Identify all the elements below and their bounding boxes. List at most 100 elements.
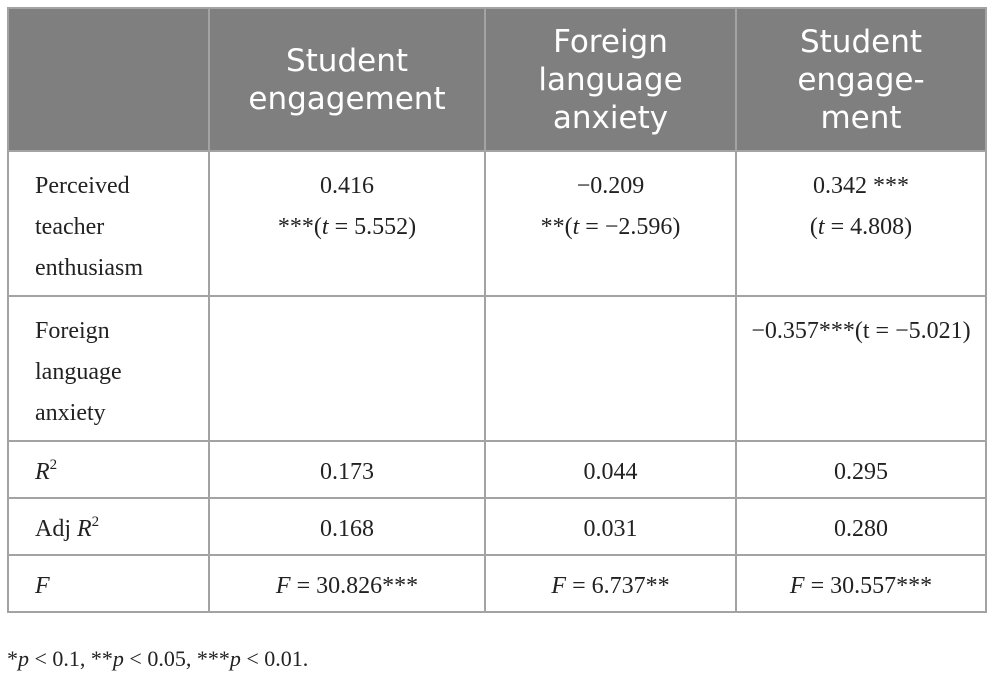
text-segment: 0.044 [583, 459, 638, 485]
text-segment: anxiety [35, 400, 106, 426]
text-segment: 0.280 [834, 516, 888, 542]
cell: 0.173 [208, 440, 486, 499]
text-line: language [486, 61, 735, 99]
row-label: Foreign language anxiety [7, 295, 210, 442]
text-segment: **( [540, 214, 573, 240]
text-segment: F [789, 573, 805, 599]
text-segment: 0.416 [320, 173, 374, 199]
cell: F = 30.557*** [735, 554, 987, 613]
text-line: 0.044 [486, 452, 735, 493]
text-segment: * [7, 646, 18, 671]
text-segment: 0.173 [320, 459, 374, 485]
text-line: anxiety [35, 393, 208, 434]
cell: −0.357***(t = −5.021) [735, 295, 987, 442]
text-segment: < 0.1, ** [29, 646, 113, 671]
row-label: F [7, 554, 210, 613]
cell: 0.031 [484, 497, 737, 556]
text-line: R2 [35, 452, 208, 493]
text-segment: teacher [35, 214, 105, 240]
text-segment: < 0.05, *** [123, 646, 230, 671]
results-table: Student engagement Foreign language anxiety… [7, 7, 987, 613]
text-segment: 0.342 *** [813, 173, 909, 199]
text-line: engage- [737, 61, 985, 99]
text-segment: < 0.01. [240, 646, 309, 671]
text-line: F [35, 566, 208, 607]
header-cell: Student engagement [208, 7, 486, 152]
row-label: Adj R2 [7, 497, 210, 556]
text-line: −0.209 [486, 166, 735, 207]
text-segment: ***( [277, 214, 322, 240]
text-segment: = 5.552) [328, 214, 417, 240]
text-segment: engage- [797, 61, 925, 98]
cell: 0.168 [208, 497, 486, 556]
cell: 0.342 *** (t = 4.808) [735, 150, 987, 297]
text-segment: engagement [248, 80, 446, 117]
text-segment: language [35, 359, 122, 385]
text-segment: 0.295 [834, 459, 888, 485]
text-segment: Foreign [35, 318, 110, 344]
cell: F = 6.737** [484, 554, 737, 613]
text-line: ment [737, 99, 985, 137]
text-segment: F [35, 573, 50, 599]
text-segment: Adj [35, 516, 77, 542]
text-segment: −0.209 [576, 173, 645, 199]
text-line: F = 30.826*** [210, 566, 484, 607]
text-segment: 2 [49, 457, 58, 473]
cell: F = 30.826*** [208, 554, 486, 613]
footnote: *p < 0.1, **p < 0.05, ***p < 0.01. [7, 646, 308, 672]
text-segment: −0.357***(t = −5.021) [751, 318, 971, 344]
text-line: −0.357***(t = −5.021) [737, 311, 985, 352]
text-line: teacher [35, 207, 208, 248]
text-line: (t = 4.808) [737, 207, 985, 248]
text-line: Foreign [486, 23, 735, 61]
text-line: *p < 0.1, **p < 0.05, ***p < 0.01. [7, 646, 308, 672]
text-segment: ( [809, 214, 818, 240]
cell: 0.044 [484, 440, 737, 499]
text-line: enthusiasm [35, 248, 208, 289]
row-label: R2 [7, 440, 210, 499]
text-line: 0.031 [486, 509, 735, 550]
cell [208, 295, 486, 442]
text-line: Foreign [35, 311, 208, 352]
text-segment: p [18, 646, 29, 671]
text-segment: F [275, 573, 291, 599]
text-segment: Foreign [553, 23, 668, 60]
text-line: anxiety [486, 99, 735, 137]
row: R2 0.173 0.044 0.295 [7, 440, 987, 499]
text-segment: = 6.737** [566, 573, 670, 599]
header-cell [7, 7, 210, 152]
text-line: Student [210, 42, 484, 80]
text-segment: enthusiasm [35, 255, 143, 281]
text-line: 0.416 [210, 166, 484, 207]
text-line: F = 30.557*** [737, 566, 985, 607]
cell: 0.295 [735, 440, 987, 499]
text-line: Student [737, 23, 985, 61]
text-segment: R [35, 459, 50, 485]
text-segment: R [77, 516, 92, 542]
text-segment: anxiety [552, 99, 669, 136]
text-segment: Perceived [35, 173, 130, 199]
text-segment: F [551, 573, 567, 599]
text-segment: 0.168 [320, 516, 374, 542]
row-label: Perceived teacher enthusiasm [7, 150, 210, 297]
row: Adj R2 0.168 0.031 0.280 [7, 497, 987, 556]
text-segment: = 30.826*** [290, 573, 419, 599]
text-line: 0.173 [210, 452, 484, 493]
text-segment: t [321, 214, 329, 240]
text-segment: Student [285, 42, 409, 79]
text-segment: language [538, 61, 683, 98]
text-line: language [35, 352, 208, 393]
text-segment: p [229, 646, 241, 671]
cell [484, 295, 737, 442]
text-line: 0.295 [737, 452, 985, 493]
text-line: engagement [210, 80, 484, 118]
text-segment: t [817, 214, 825, 240]
text-segment: p [112, 646, 124, 671]
header-cell: Foreign language anxiety [484, 7, 737, 152]
text-line: ***(t = 5.552) [210, 207, 484, 248]
text-segment: 0.031 [583, 516, 638, 542]
cell: 0.416 ***(t = 5.552) [208, 150, 486, 297]
text-segment: = 30.557*** [804, 573, 933, 599]
text-line: Perceived [35, 166, 208, 207]
